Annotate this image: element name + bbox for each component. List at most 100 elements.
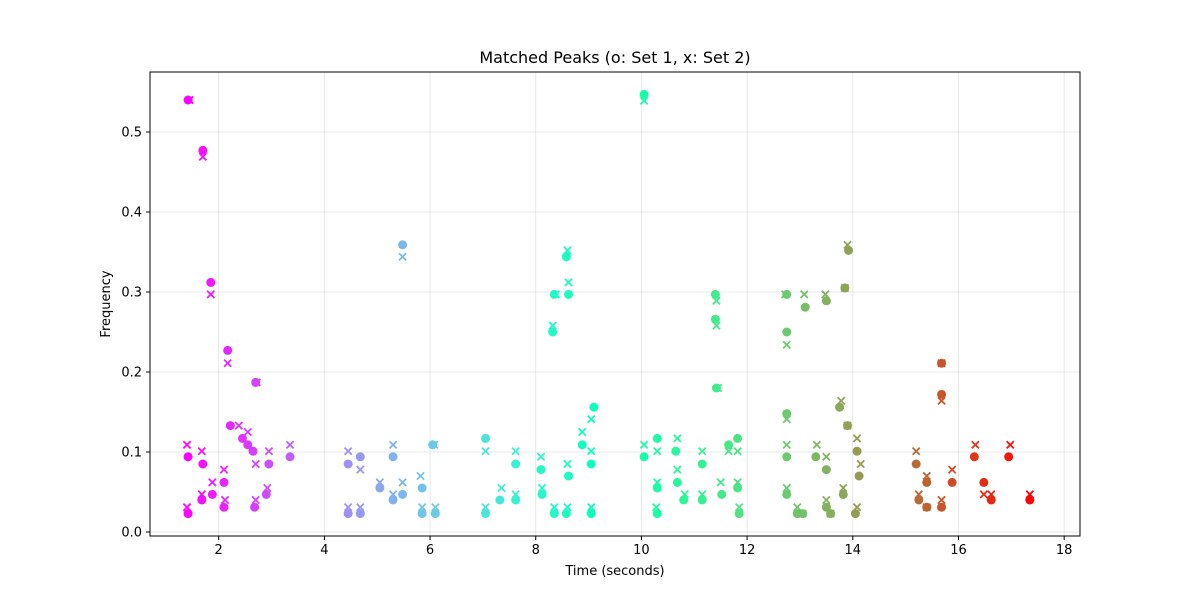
set2-point <box>197 490 207 499</box>
set2-point <box>937 358 946 368</box>
set2-point <box>416 471 425 481</box>
set2-point <box>639 440 649 450</box>
set2-point <box>252 378 261 387</box>
x-tick-label: 8 <box>532 543 540 558</box>
set2-point <box>586 446 596 456</box>
set1-point <box>937 502 947 512</box>
set2-point <box>716 478 725 487</box>
set2-point <box>782 340 791 350</box>
set1-point <box>261 489 271 499</box>
set1-point <box>481 433 491 443</box>
set2-point <box>251 495 260 505</box>
set2-point <box>712 296 721 306</box>
set1-point <box>549 289 559 299</box>
set1-point <box>717 489 727 499</box>
set1-point <box>852 446 862 456</box>
set1-point <box>495 495 505 505</box>
set2-point <box>799 290 809 299</box>
y-tick-label: 0.4 <box>121 206 142 221</box>
set1-point <box>733 433 743 443</box>
set2-point <box>243 427 252 437</box>
set2-point <box>388 440 398 450</box>
set1-point <box>428 440 438 450</box>
y-tick-label: 0.1 <box>121 446 142 461</box>
set2-point <box>1006 440 1015 450</box>
set1-point <box>388 452 398 462</box>
set2-point <box>563 502 572 512</box>
set1-point <box>782 327 792 337</box>
chart-title: Matched Peaks (o: Set 1, x: Set 2) <box>479 48 750 67</box>
set1-point <box>782 452 792 462</box>
set1-point <box>183 95 193 105</box>
set1-point <box>243 440 253 450</box>
set2-point <box>219 465 229 474</box>
set2-point <box>922 471 931 481</box>
set2-point <box>713 383 723 393</box>
set1-point <box>811 452 821 462</box>
set2-point <box>673 465 682 474</box>
x-tick-label: 16 <box>950 543 967 558</box>
set2-point <box>843 240 852 250</box>
set2-point <box>826 509 835 518</box>
y-tick-label: 0.0 <box>121 526 142 541</box>
set1-point <box>417 483 427 493</box>
set2-point <box>914 490 924 499</box>
set1-point <box>219 502 229 512</box>
set2-point <box>251 459 260 469</box>
x-axis-label: Time (seconds) <box>564 564 664 579</box>
set1-point <box>652 509 662 519</box>
set2-point <box>481 502 490 512</box>
set1-point <box>710 314 720 324</box>
set1-point <box>724 440 734 450</box>
set1-point <box>430 509 440 519</box>
set1-point <box>343 459 353 469</box>
set2-point <box>852 434 862 443</box>
set1-point <box>225 421 235 431</box>
set2-point <box>356 502 365 512</box>
set2-point <box>821 290 830 299</box>
set1-point <box>285 452 295 462</box>
x-tick-label: 2 <box>215 543 223 558</box>
set1-point <box>850 509 860 519</box>
set1-point <box>937 389 947 399</box>
set1-point <box>821 465 831 475</box>
set1-point <box>711 383 721 393</box>
set1-point <box>577 440 587 450</box>
set2-point <box>208 478 217 487</box>
set1-point <box>782 289 792 299</box>
y-axis-label: Frequency <box>99 270 114 337</box>
set2-point <box>343 502 353 512</box>
set1-point <box>355 509 365 519</box>
set2-point <box>185 95 194 105</box>
axes-frame <box>149 71 1081 537</box>
set2-point <box>724 446 733 456</box>
set1-point <box>1004 452 1014 462</box>
set2-point <box>431 502 440 512</box>
set1-point <box>206 277 216 287</box>
set2-point <box>812 440 822 450</box>
set2-point <box>680 490 689 499</box>
set2-point <box>780 290 790 299</box>
set1-point <box>207 489 217 499</box>
set1-point <box>652 433 662 443</box>
set2-point <box>220 495 230 505</box>
set1-point <box>821 296 831 306</box>
set2-point <box>840 283 850 293</box>
set2-point <box>430 440 439 450</box>
set2-point <box>398 252 407 262</box>
set1-point <box>250 502 260 512</box>
set1-point <box>264 459 274 469</box>
set2-point <box>798 509 807 518</box>
set1-point <box>248 446 258 456</box>
set1-point <box>564 289 573 299</box>
set1-point <box>561 252 571 262</box>
set1-point <box>947 477 957 487</box>
set2-point <box>578 427 587 437</box>
set2-point <box>922 502 931 512</box>
set2-point <box>937 495 946 505</box>
set1-point <box>734 509 744 519</box>
set2-point <box>712 321 721 330</box>
set1-point <box>672 477 682 487</box>
set1-point <box>183 452 193 462</box>
set1-point <box>355 452 365 462</box>
